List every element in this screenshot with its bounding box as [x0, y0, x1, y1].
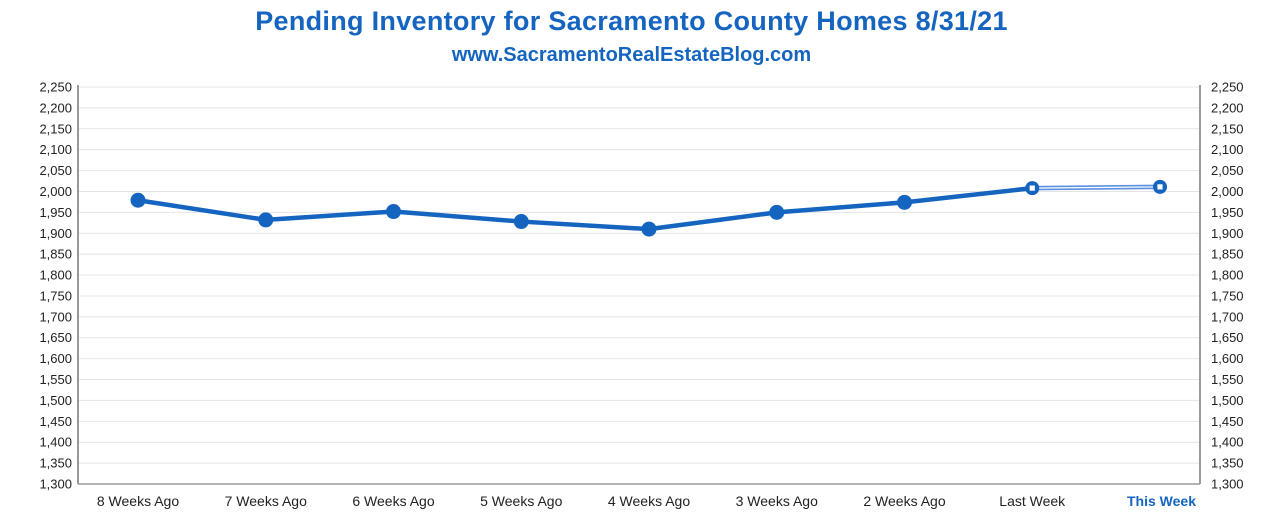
y-tick-label-left: 1,400: [39, 435, 72, 450]
y-tick-label-left: 2,000: [39, 184, 72, 199]
y-tick-label-left: 2,250: [39, 80, 72, 95]
y-tick-label-right: 1,450: [1211, 414, 1244, 429]
y-tick-label-left: 1,800: [39, 268, 72, 283]
x-tick-label: Last Week: [999, 493, 1066, 509]
y-tick-label-right: 1,350: [1211, 456, 1244, 471]
y-tick-label-left: 2,100: [39, 142, 72, 157]
y-tick-label-right: 1,400: [1211, 435, 1244, 450]
chart-title: Pending Inventory for Sacramento County …: [255, 6, 1008, 36]
y-tick-label-left: 1,700: [39, 309, 72, 324]
y-tick-label-right: 1,500: [1211, 393, 1244, 408]
data-point: [130, 192, 146, 208]
y-tick-label-right: 2,100: [1211, 142, 1244, 157]
y-tick-label-right: 1,600: [1211, 351, 1244, 366]
y-tick-label-left: 2,050: [39, 163, 72, 178]
x-tick-label: 4 Weeks Ago: [608, 493, 690, 509]
y-tick-label-left: 1,750: [39, 288, 72, 303]
y-tick-label-right: 1,550: [1211, 372, 1244, 387]
y-tick-label-right: 2,200: [1211, 100, 1244, 115]
data-point-inner: [1157, 184, 1163, 190]
y-tick-label-right: 1,900: [1211, 226, 1244, 241]
data-point: [386, 204, 401, 220]
y-tick-label-left: 1,650: [39, 330, 72, 345]
y-tick-label-left: 2,200: [39, 100, 72, 115]
x-axis-ticks: 8 Weeks Ago 7 Weeks Ago 6 Weeks Ago 5 Weeks…: [97, 493, 1196, 509]
x-tick-label: 5 Weeks Ago: [480, 493, 562, 509]
y-tick-label-right: 1,650: [1211, 330, 1244, 345]
y-tick-label-right: 2,050: [1211, 163, 1244, 178]
x-tick-label: 7 Weeks Ago: [225, 493, 307, 509]
gridlines: [78, 86, 1200, 485]
y-tick-label-left: 1,300: [39, 477, 72, 492]
y-tick-label-left: 1,350: [39, 456, 72, 471]
y-tick-label-left: 1,950: [39, 205, 72, 220]
data-point-inner: [1029, 185, 1035, 191]
data-point: [258, 212, 274, 228]
series-group: [130, 179, 1167, 237]
x-tick-label: 3 Weeks Ago: [736, 493, 818, 509]
y-tick-label-right: 1,850: [1211, 247, 1244, 262]
data-point: [641, 221, 657, 237]
chart-subtitle: www.SacramentoRealEstateBlog.com: [451, 44, 812, 66]
y-tick-label-right: 1,800: [1211, 268, 1244, 283]
y-tick-label-left: 1,450: [39, 414, 72, 429]
x-tick-label: 2 Weeks Ago: [863, 493, 945, 509]
y-tick-label-left: 1,550: [39, 372, 72, 387]
data-point: [513, 214, 529, 230]
y-tick-label-right: 2,250: [1211, 80, 1244, 95]
y-tick-label-right: 1,700: [1211, 309, 1244, 324]
y-tick-label-right: 2,150: [1211, 121, 1244, 136]
y-tick-label-right: 1,950: [1211, 205, 1244, 220]
x-tick-label: 6 Weeks Ago: [352, 493, 434, 509]
y-tick-label-left: 1,900: [39, 226, 72, 241]
axes: [77, 85, 1201, 485]
y-axis-left-ticks: 1,300 1,350 1,400 1,450 1,500 1,550 1,600 1,650…: [39, 80, 72, 492]
y-tick-label-right: 1,300: [1211, 477, 1244, 492]
x-tick-label: 8 Weeks Ago: [97, 493, 179, 509]
y-tick-label-right: 1,750: [1211, 288, 1244, 303]
y-tick-label-right: 2,000: [1211, 184, 1244, 199]
y-tick-label-left: 1,850: [39, 247, 72, 262]
y-tick-label-left: 2,150: [39, 121, 72, 136]
data-point: [897, 194, 912, 210]
data-point: [769, 204, 785, 220]
series-line: [135, 185, 1035, 232]
y-tick-label-left: 1,600: [39, 351, 72, 366]
x-tick-label: This Week: [1127, 493, 1196, 509]
y-axis-right-ticks: 1,300 1,350 1,400 1,450 1,500 1,550 1,600 1,650…: [1211, 80, 1244, 492]
series-line-latest-highlight: [1032, 186, 1161, 189]
y-tick-label-left: 1,500: [39, 393, 72, 408]
